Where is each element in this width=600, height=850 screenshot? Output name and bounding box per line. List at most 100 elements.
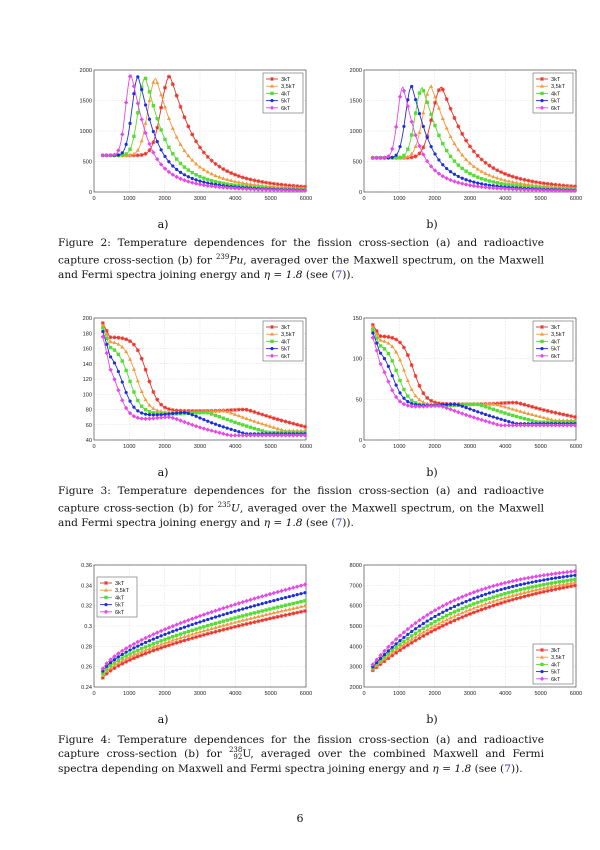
series-marker [405,378,410,383]
series-marker [221,425,225,429]
x-tick-label: 3000 [194,196,206,202]
legend-label: 3kT [281,325,291,331]
series-marker [398,357,403,362]
series-marker [116,658,121,663]
series-marker [553,571,558,576]
series-marker [471,590,477,595]
reference-link[interactable]: 7 [335,517,343,530]
series-marker [112,666,117,671]
series-marker [275,182,280,187]
series-marker [151,129,155,134]
series-marker [475,184,480,189]
series-marker [522,594,527,599]
series-marker [166,169,172,175]
series-marker [256,187,261,192]
series-marker [390,374,394,378]
series-marker [213,184,218,189]
series-marker [252,426,257,431]
series-marker [101,671,105,676]
series-marker [213,608,218,613]
series-marker [174,636,179,641]
reference-link[interactable]: 7 [504,762,511,775]
series-marker [522,177,527,182]
series-marker [271,425,276,429]
series-marker [171,164,175,168]
series-marker [217,620,222,624]
series-marker [499,593,503,597]
series-marker [452,179,457,184]
series-marker [147,403,152,407]
series-marker [256,183,261,187]
series-marker [225,426,229,430]
y-tick-label: 4000 [350,644,362,650]
series-marker [116,369,120,374]
series-marker [413,631,418,635]
series-marker [209,184,214,189]
reference-link[interactable]: 7 [335,269,343,282]
series-marker [445,402,449,407]
series-marker [140,404,144,408]
series-marker [425,159,430,164]
series-marker [197,613,203,619]
series-marker [302,424,307,429]
legend-label: 3kT [551,325,561,331]
series-marker [256,433,261,438]
series-marker [491,166,496,171]
series-marker [406,147,410,151]
series-marker [539,676,545,681]
series-marker [542,578,546,582]
series-marker [463,593,469,598]
series-marker [159,402,164,407]
series-marker [487,584,492,590]
series-marker [268,599,272,604]
series-marker [491,180,496,184]
series-marker [244,416,249,421]
series-marker [561,412,566,417]
series-marker [487,173,492,177]
series-marker [209,609,214,615]
series-marker [209,171,214,176]
series-marker [393,124,399,130]
series-marker [534,420,538,424]
legend-label: 4kT [281,339,291,345]
series-marker [402,124,406,129]
series-marker [229,610,233,614]
series-marker [483,598,488,602]
series-marker [182,178,187,183]
series-marker [530,592,535,597]
series-marker [143,130,148,136]
series-marker [131,414,137,419]
legend-label: 6kT [551,677,561,683]
series-marker [244,181,249,186]
series-marker [542,582,546,587]
series-marker [398,638,402,643]
series-marker [413,638,418,643]
series-marker [248,616,253,620]
series-marker [483,405,488,409]
x-tick-label: 1000 [393,444,405,450]
series-marker [506,598,511,603]
series-marker [483,171,488,175]
series-marker [225,409,230,414]
series-marker [405,154,410,159]
plot-frame [363,564,577,688]
series-marker [299,600,303,604]
series-marker [425,631,430,636]
series-marker [375,660,379,665]
series-marker [398,155,402,160]
series-marker [108,367,113,372]
x-tick-label: 4000 [499,444,511,450]
series-marker [374,332,379,336]
series-marker [100,323,105,327]
series-marker [275,609,280,614]
series-marker [499,181,503,186]
legend-label: 3kT [551,77,561,83]
series-marker [210,421,214,425]
series-marker [514,408,519,412]
series-marker [151,411,156,415]
series-marker [162,627,168,632]
y-tick-label: 180 [83,331,92,337]
y-tick-label: 500 [353,160,362,166]
series-marker [248,597,253,602]
series-marker [495,416,499,420]
